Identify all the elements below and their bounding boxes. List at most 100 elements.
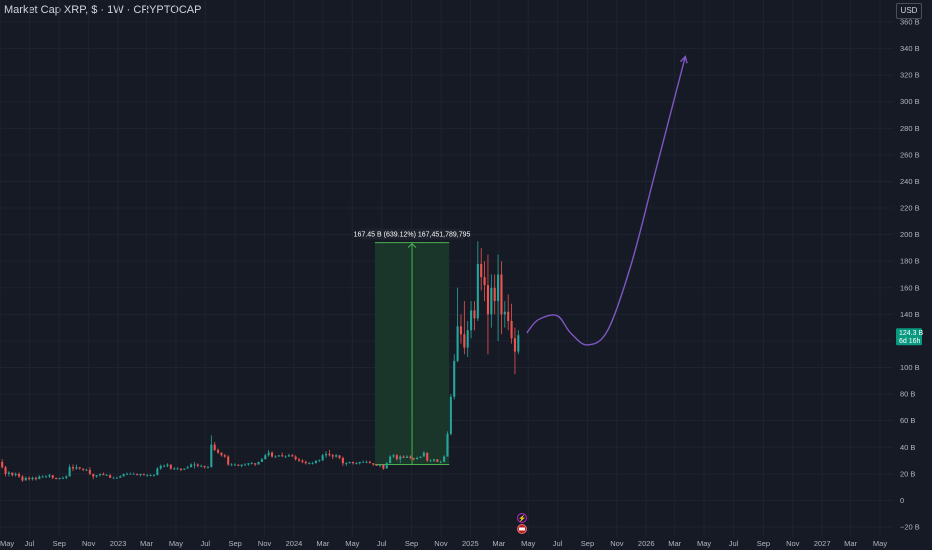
candle-body (497, 274, 500, 302)
candle-body (24, 477, 27, 481)
candle-body (98, 473, 102, 476)
us-flag-icon (519, 527, 525, 531)
candle (129, 472, 132, 475)
event-markers[interactable]: ⚡🇺🇸 (516, 512, 528, 534)
candle (419, 456, 422, 458)
candle-body (186, 467, 189, 469)
x-axis[interactable]: May Jul Sep Nov 2023 Mar May Jul Sep Nov 2024 Mar Ma… (0, 539, 887, 548)
candle-body (68, 467, 71, 477)
x-axis-tick-label: May (169, 539, 183, 548)
candle (271, 451, 274, 458)
x-axis-tick-label: 2023 (110, 539, 127, 548)
candle-body (426, 452, 429, 461)
candle (304, 460, 307, 465)
candle (169, 464, 172, 470)
candle-body (476, 263, 479, 319)
candle-body (331, 455, 334, 457)
y-axis-tick-label: 200 B (900, 230, 920, 239)
candle (291, 453, 294, 457)
candle (17, 472, 21, 478)
candle-body (341, 457, 344, 464)
x-axis-tick-label: Sep (405, 539, 418, 548)
candle-body (190, 464, 193, 468)
candle-body (146, 475, 149, 476)
candle (389, 455, 392, 464)
event-marker-lightning[interactable]: ⚡ (516, 512, 528, 524)
candle-body (109, 475, 112, 478)
candle (82, 468, 85, 472)
candle-body (95, 475, 98, 477)
candle (115, 476, 118, 479)
candle-body (217, 449, 220, 453)
candle (308, 461, 311, 465)
currency-button[interactable]: USD (896, 3, 922, 19)
candle-body (71, 467, 75, 469)
candle (217, 448, 220, 454)
projection-curve[interactable] (526, 56, 686, 346)
lightning-icon: ⚡ (518, 515, 526, 523)
candle (500, 261, 503, 335)
candle (443, 455, 446, 462)
projection-drawing[interactable] (526, 55, 688, 346)
candles (1, 241, 520, 482)
candle (480, 247, 483, 291)
y-axis-tick-label: 20 B (900, 469, 915, 478)
candle (328, 449, 331, 457)
candle-body (365, 461, 368, 463)
candle-body (314, 460, 317, 464)
candle-body (382, 464, 385, 469)
candle-body (304, 461, 307, 464)
candle-body (31, 477, 34, 480)
event-marker-us-flag[interactable]: 🇺🇸 (517, 524, 527, 534)
candle (466, 321, 469, 357)
candle (61, 476, 64, 480)
candle-body (453, 360, 456, 397)
candle-body (254, 463, 257, 465)
candle-body (119, 476, 122, 478)
candle-body (480, 263, 483, 278)
candle (38, 475, 41, 480)
candle-body (136, 473, 139, 476)
y-axis-tick-label: 340 B (900, 44, 920, 53)
candle (24, 476, 27, 481)
candle (372, 463, 375, 466)
x-axis-tick-label: Nov (434, 539, 448, 548)
y-axis-tick-label: 0 (900, 496, 904, 505)
candle-body (196, 464, 199, 466)
candle (351, 461, 355, 465)
x-axis-tick-label: Sep (229, 539, 242, 548)
candle (156, 467, 159, 476)
x-axis-tick-label: May (0, 539, 14, 548)
candle (395, 453, 398, 461)
candle (41, 475, 44, 478)
y-axis-tick-label: 180 B (900, 257, 920, 266)
candle-body (416, 457, 419, 460)
candle (392, 453, 395, 458)
y-axis-tick-label: 320 B (900, 71, 920, 80)
candle (34, 476, 37, 481)
candle-body (503, 311, 506, 315)
candle (55, 477, 58, 480)
candle (176, 467, 179, 470)
candle-body (55, 477, 58, 480)
candle-body (308, 463, 311, 465)
x-axis-tick-label: May (345, 539, 359, 548)
candle (31, 476, 34, 481)
candle-body (324, 453, 328, 456)
candle (260, 457, 263, 462)
candle (223, 453, 226, 458)
price-range-measurement[interactable]: 167.45 B (639.12%) 167,451,789,795 (354, 228, 471, 466)
candle (287, 453, 290, 457)
candle-body (271, 452, 274, 457)
candle-body (152, 475, 156, 476)
candle-body (483, 277, 486, 286)
candle (112, 476, 115, 479)
candle (297, 457, 301, 462)
candle (95, 475, 98, 478)
candle-body (378, 464, 382, 466)
y-axis-tick-label: 280 B (900, 124, 920, 133)
y-axis[interactable]: 360 B 340 B 320 B 300 B 280 B 260 B 240 B 220 B… (900, 18, 920, 532)
candle-body (274, 456, 277, 458)
candle-body (372, 463, 375, 465)
